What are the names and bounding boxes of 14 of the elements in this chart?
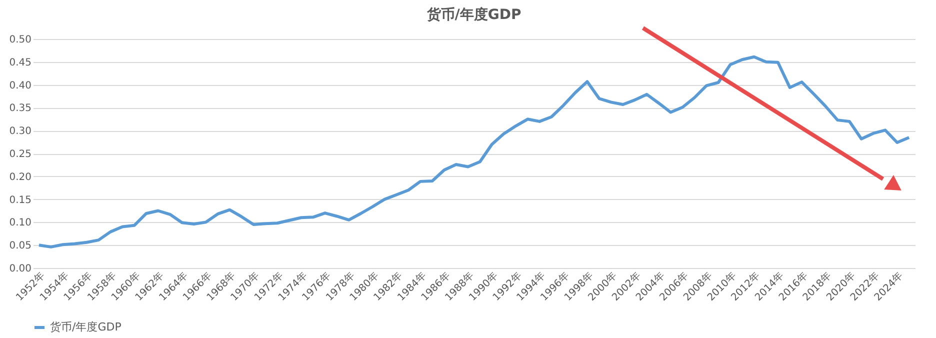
y-tick-label: 0.25: [9, 149, 32, 160]
y-tick-label: 0.00: [9, 264, 32, 274]
y-tick-label: 0.45: [9, 57, 32, 68]
y-tick-label: 0.20: [9, 172, 32, 183]
y-tick-label: 0.15: [9, 194, 32, 206]
y-tick-label: 0.05: [9, 240, 32, 252]
y-tick-label: 0.35: [9, 103, 32, 114]
line-series: [37, 55, 911, 248]
legend-label: 货币/年度GDP: [50, 320, 122, 334]
y-tick-label: 0.40: [9, 80, 32, 92]
chart-title: 货币/年度GDP: [426, 6, 522, 23]
y-tick-label: 0.50: [9, 34, 32, 46]
y-tick-label: 0.10: [9, 218, 32, 229]
y-tick-label: 0.30: [9, 126, 32, 138]
